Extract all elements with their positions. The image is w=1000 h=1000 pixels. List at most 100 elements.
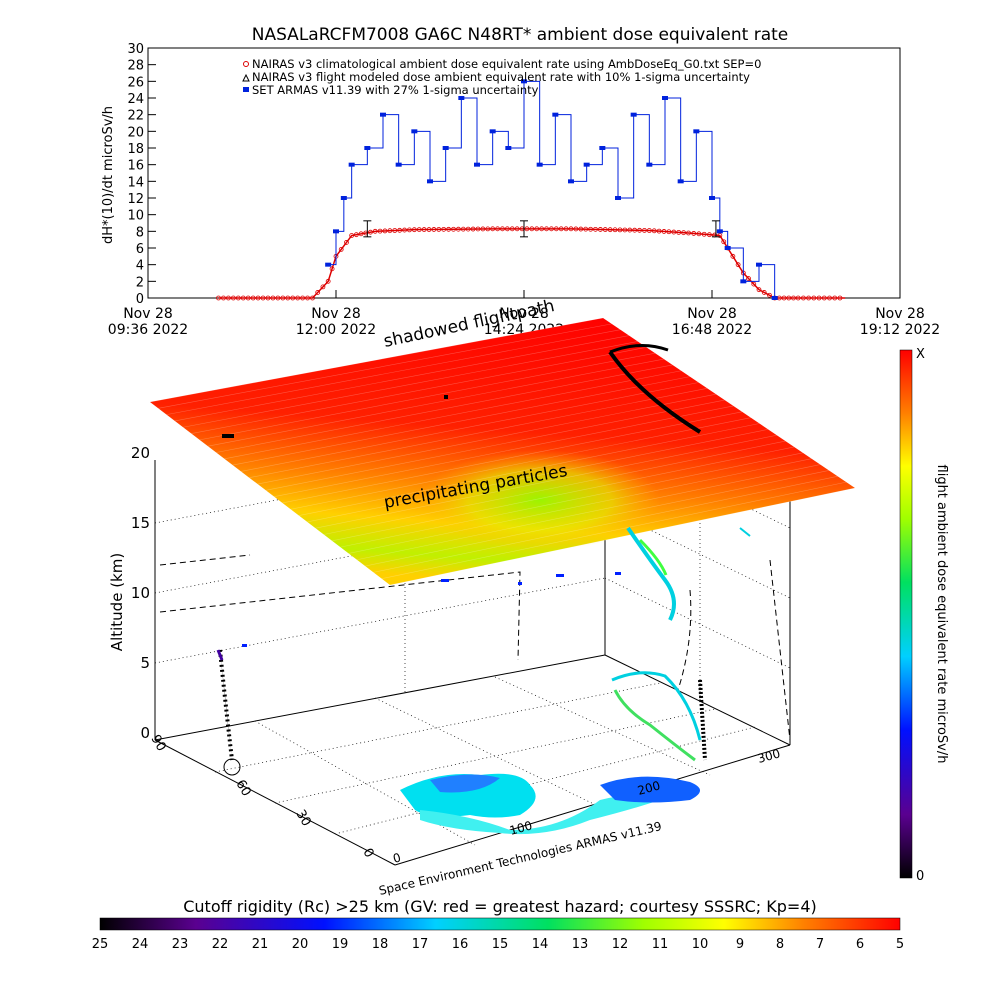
nairas-point [270, 295, 276, 301]
nairas-point [451, 226, 456, 232]
nairas-point [735, 262, 741, 268]
armas-point [333, 229, 339, 234]
nairas-point [504, 226, 510, 232]
timeseries-ylabel: dH*(10)/dt microSv/h [101, 106, 116, 244]
sheet-hatch-line [290, 417, 751, 510]
dose-colorbar [899, 349, 913, 879]
lat-tick-label: 90 [147, 732, 168, 754]
nairas-point [761, 290, 767, 295]
nairas-point [701, 231, 707, 237]
sheet-hatch-line [224, 370, 682, 460]
cutoff-rigidity-tick-label: 5 [896, 937, 904, 952]
y-tick-label: 24 [127, 92, 144, 107]
sheet-hatch-line [240, 382, 699, 472]
z-tick-label: 0 [140, 724, 150, 742]
sheet-hatch-line [149, 317, 604, 403]
nairas-point [811, 295, 817, 301]
sheet-hatch-line [323, 440, 786, 535]
armas-point [615, 196, 621, 200]
nairas-point [800, 295, 806, 301]
nairas-point [455, 226, 461, 232]
lon-axis-ticks: 0 100 200 300 [391, 746, 781, 865]
nairas-point [816, 295, 822, 301]
cutoff-rigidity-tick-label: 13 [572, 937, 589, 952]
nairas-point [431, 227, 437, 232]
nairas-point [353, 232, 359, 238]
nairas-point [265, 295, 271, 301]
nairas-point [480, 226, 486, 232]
nairas-point [310, 295, 315, 301]
sheet-hatch-line [158, 323, 612, 409]
nairas-point [583, 226, 589, 232]
nairas-point [285, 295, 291, 301]
nairas-point [671, 229, 677, 235]
nairas-point [632, 227, 638, 233]
nairas-point [465, 226, 471, 232]
armas-point [583, 162, 590, 167]
nairas-point [751, 281, 757, 287]
armas-point [489, 129, 496, 134]
nairas-point [260, 295, 266, 301]
nairas-point [578, 226, 584, 232]
nairas-point [666, 229, 672, 235]
nairas-point [344, 240, 349, 245]
cutoff-rigidity-tick-label: 10 [692, 937, 709, 952]
legend-marker-square [243, 87, 249, 92]
nairas-point [397, 227, 403, 233]
sheet-hatch-line [199, 352, 656, 441]
sheet-hatch-line [298, 423, 760, 516]
figure-title: NASALaRCFM7008 GA6C N48RT* ambient dose … [252, 25, 789, 45]
lat-tick-label: 60 [232, 777, 253, 799]
sheet-hatch-line [340, 452, 803, 548]
nairas-point [791, 295, 796, 301]
cutoff-rigidity-tick-label: 25 [92, 937, 109, 952]
nairas-point [305, 295, 310, 301]
cutoff-rigidity-tick-label: 6 [856, 937, 864, 952]
cutoff-rigidity-tick-label: 16 [452, 937, 469, 952]
sheet-hatch-line [257, 393, 717, 485]
flightpath-top-track-2 [608, 350, 702, 434]
nairas-point [593, 226, 598, 232]
lat-tick-label: 30 [292, 807, 313, 829]
nairas-point [706, 232, 712, 238]
sheet-hatch-line [274, 405, 734, 497]
armas-point [716, 229, 723, 234]
sheet-marker-2 [444, 395, 448, 399]
cutoff-rigidity-tick-label: 9 [736, 937, 744, 952]
armas-point [740, 279, 747, 284]
nairas-point [681, 230, 687, 236]
nairas-point [490, 226, 496, 232]
flightpath-shadow [159, 554, 791, 741]
armas-point [395, 162, 402, 167]
nairas-point [315, 290, 321, 295]
nairas-point [767, 292, 772, 298]
nairas-point [568, 226, 574, 232]
nairas-point [230, 295, 236, 301]
armas-point [724, 246, 731, 250]
nairas-point [426, 227, 432, 232]
armas-point [568, 179, 574, 184]
armas-series-line [328, 80, 776, 298]
nairas-point [612, 227, 618, 233]
y-tick-label: 30 [127, 42, 144, 57]
cutoff-rigidity-tick-label: 7 [816, 937, 824, 952]
y-tick-label: 22 [127, 109, 144, 124]
cutoff-rigidity-tick-label: 14 [532, 937, 549, 952]
nairas-point [280, 295, 286, 301]
nairas-point [275, 295, 281, 301]
timeseries-legend: NAIRAS v3 climatological ambient dose eq… [242, 57, 761, 97]
y-tick-label: 28 [127, 59, 144, 74]
nairas-point [216, 295, 221, 301]
x-tick-label-time: 19:12 2022 [860, 322, 940, 338]
x-tick-label-date: Nov 28 [499, 306, 549, 322]
y-tick-label: 26 [127, 75, 144, 90]
nairas-point [646, 228, 652, 233]
nairas-point [806, 295, 812, 301]
flightpath-3d-panel: Altitude (km) 0 5 10 15 20 0 30 60 90 0 100 200 30… [108, 296, 949, 898]
nairas-point [534, 226, 540, 232]
y-tick-label: 20 [127, 125, 144, 140]
sheet-hatch-line [166, 329, 621, 415]
cutoff-rigidity-tick-label: 18 [372, 937, 389, 952]
armas-point [380, 112, 386, 117]
sheet-hatch-line [174, 335, 630, 422]
